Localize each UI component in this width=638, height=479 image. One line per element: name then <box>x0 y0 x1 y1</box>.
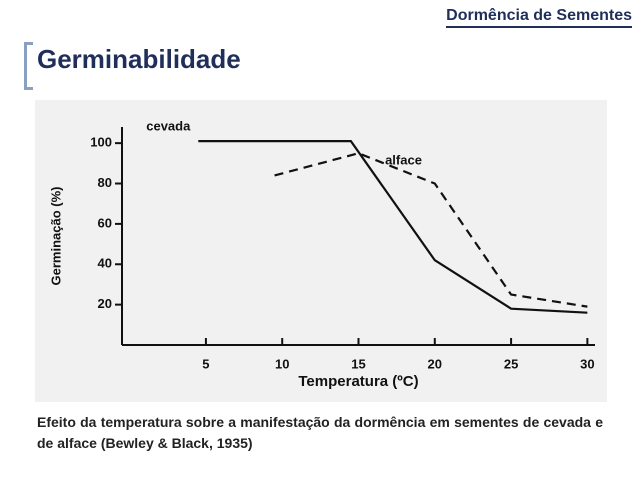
header: Dormência de Sementes <box>446 6 632 28</box>
x-axis-label: Temperatura (ºC) <box>298 373 418 390</box>
x-tick-label: 10 <box>275 356 289 371</box>
y-tick-label: 60 <box>98 215 112 230</box>
y-axis-label: Germinação (%) <box>48 187 63 286</box>
y-tick-label: 80 <box>98 175 112 190</box>
series-line <box>198 140 588 314</box>
chart-background <box>35 100 607 402</box>
bracket <box>24 42 33 90</box>
series-label: alface <box>385 153 422 168</box>
x-tick-label: 15 <box>351 356 365 371</box>
y-tick-label: 40 <box>98 256 112 271</box>
x-tick-label: 20 <box>428 356 442 371</box>
x-tick-label: 25 <box>504 356 518 371</box>
caption: Efeito da temperatura sobre a manifestaç… <box>37 414 603 451</box>
y-tick-label: 100 <box>90 135 112 150</box>
series-label: cevada <box>146 119 191 134</box>
slide-title: Germinabilidade <box>37 44 241 74</box>
x-tick-label: 5 <box>202 356 209 371</box>
y-tick-label: 20 <box>98 296 112 311</box>
series-line <box>274 152 588 308</box>
x-tick-label: 30 <box>580 356 594 371</box>
